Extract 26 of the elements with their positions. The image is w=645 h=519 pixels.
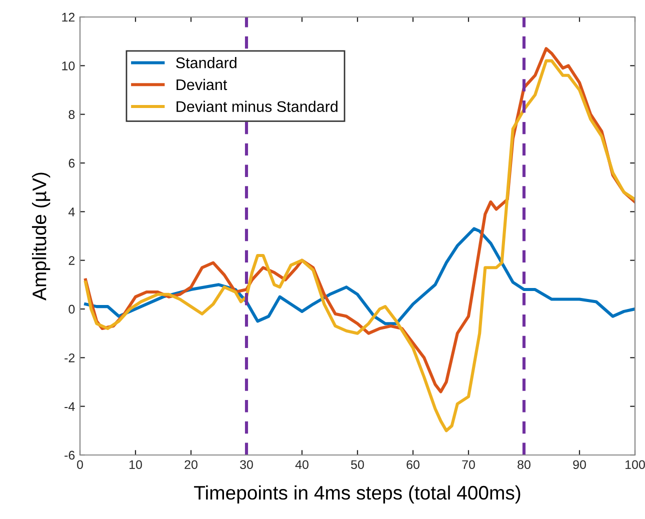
legend-label: Deviant minus Standard xyxy=(176,100,338,112)
y-tick-label: -2 xyxy=(64,353,75,362)
y-tick-label: -6 xyxy=(64,450,75,460)
y-tick-label: -4 xyxy=(64,402,75,411)
legend-label: Deviant xyxy=(176,78,228,90)
y-tick-label: 12 xyxy=(62,12,75,22)
y-tick-label: 10 xyxy=(62,61,75,70)
y-tick-label: 0 xyxy=(68,304,75,314)
y-tick-label: 2 xyxy=(68,256,75,265)
x-tick-label: 50 xyxy=(351,460,364,470)
legend-label: Standard xyxy=(176,57,236,68)
x-tick-label: 80 xyxy=(518,460,530,470)
x-tick-label: 0 xyxy=(77,460,83,470)
x-tick-label: 10 xyxy=(130,460,142,470)
x-axis-title: Timepoints in 4ms steps (total 400ms) xyxy=(194,485,520,504)
x-tick-label: 40 xyxy=(295,460,308,470)
y-tick-label: 8 xyxy=(68,110,75,119)
x-tick-label: 100 xyxy=(626,460,645,470)
x-tick-label: 30 xyxy=(240,460,253,470)
x-tick-label: 20 xyxy=(184,460,198,470)
y-tick-label: 4 xyxy=(68,208,75,216)
x-tick-label: 70 xyxy=(462,460,475,470)
x-tick-label: 60 xyxy=(406,460,420,470)
x-tick-label: 90 xyxy=(573,460,586,470)
y-axis-title: Amplitude (µV) xyxy=(32,172,50,300)
y-tick-label: 6 xyxy=(68,158,75,168)
